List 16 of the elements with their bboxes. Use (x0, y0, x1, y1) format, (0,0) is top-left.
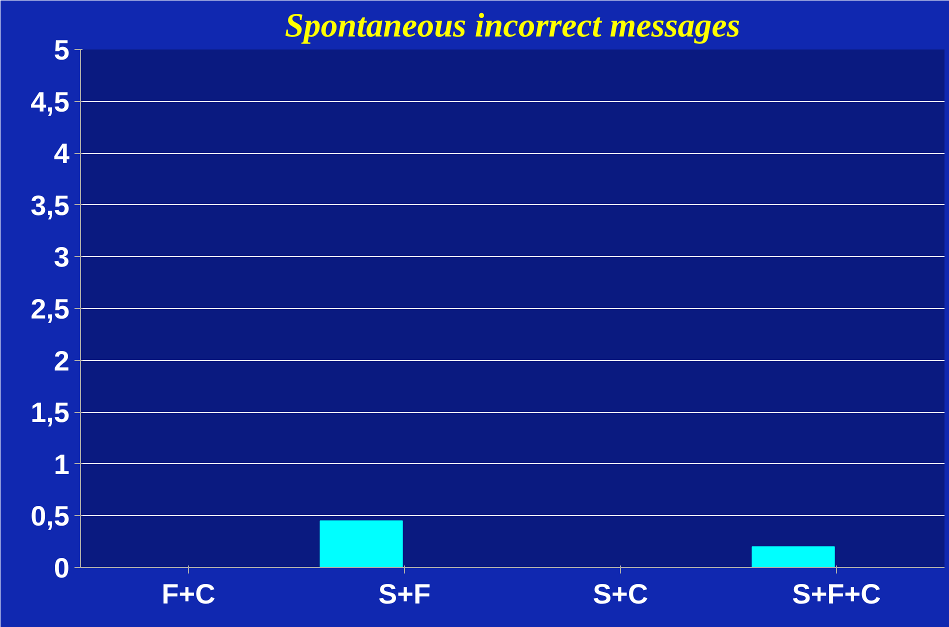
y-tick-label: 5 (54, 34, 70, 66)
x-tick-label: F+C (162, 578, 216, 610)
chart-title: Spontaneous incorrect messages (284, 8, 740, 44)
x-tick-label: S+F (378, 578, 431, 610)
x-tick-label: S+C (592, 578, 648, 610)
y-tick-label: 3 (54, 242, 70, 273)
y-tick-label: 4,5 (30, 86, 70, 118)
y-tick-label: 3,5 (30, 190, 70, 221)
y-tick-label: 0,5 (30, 500, 70, 532)
y-tick-label: 4 (54, 138, 70, 170)
y-tick-label: 2,5 (30, 294, 70, 324)
y-tick-label: 0 (54, 552, 70, 584)
x-tick-label: S+F+C (792, 578, 881, 610)
y-tick-label: 2 (54, 345, 70, 376)
y-tick-label: 1 (54, 448, 70, 480)
y-tick-label: 1,5 (30, 397, 70, 428)
